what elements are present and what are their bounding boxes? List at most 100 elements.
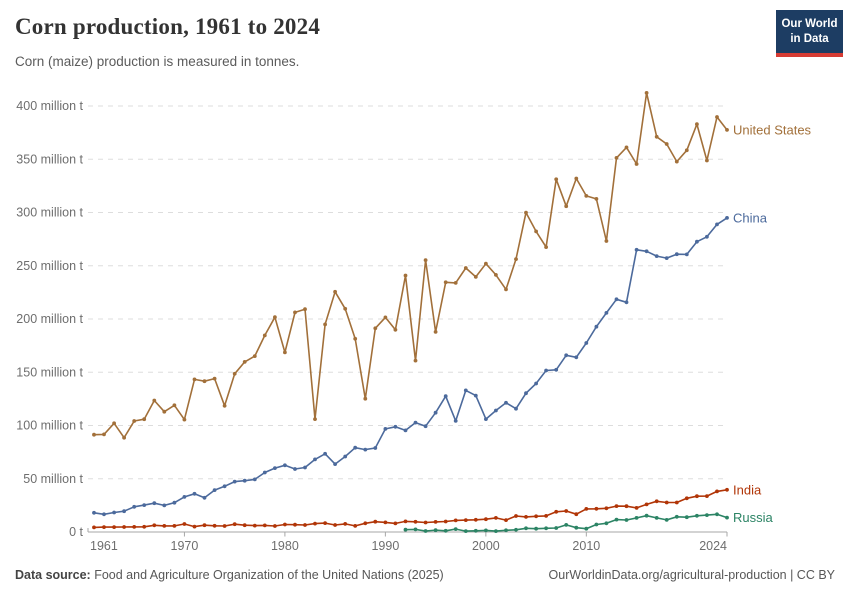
series-marker-china[interactable] — [574, 355, 579, 360]
series-marker-india[interactable] — [594, 506, 599, 511]
series-marker-china[interactable] — [494, 408, 498, 413]
series-marker-united-states[interactable] — [423, 258, 428, 262]
series-marker-china[interactable] — [684, 252, 689, 257]
series-marker-united-states[interactable] — [92, 432, 96, 437]
series-marker-china[interactable] — [383, 427, 388, 431]
owid-logo[interactable]: Our World in Data — [776, 10, 843, 57]
series-marker-russia[interactable] — [584, 526, 589, 531]
series-marker-china[interactable] — [584, 341, 589, 345]
series-marker-china[interactable] — [594, 324, 599, 329]
series-marker-united-states[interactable] — [152, 398, 157, 403]
series-marker-china[interactable] — [413, 420, 418, 425]
series-marker-china[interactable] — [403, 428, 408, 433]
series-marker-russia[interactable] — [544, 526, 548, 531]
series-marker-united-states[interactable] — [544, 245, 548, 250]
series-marker-china[interactable] — [624, 300, 629, 305]
series-marker-united-states[interactable] — [252, 354, 257, 358]
series-marker-united-states[interactable] — [584, 194, 589, 198]
series-marker-russia[interactable] — [504, 528, 508, 533]
series-marker-united-states[interactable] — [634, 162, 639, 166]
series-marker-china[interactable] — [715, 222, 719, 227]
series-marker-india[interactable] — [584, 507, 589, 511]
series-marker-united-states[interactable] — [654, 134, 659, 139]
series-marker-india[interactable] — [634, 506, 639, 510]
series-marker-united-states[interactable] — [142, 417, 147, 422]
series-marker-united-states[interactable] — [313, 417, 317, 421]
series-marker-india[interactable] — [252, 523, 257, 528]
series-marker-china[interactable] — [393, 424, 398, 429]
series-marker-india[interactable] — [102, 525, 106, 529]
series-line-united-states[interactable] — [93, 92, 728, 439]
series-marker-russia[interactable] — [443, 528, 448, 533]
series-marker-russia[interactable] — [634, 516, 639, 520]
series-marker-united-states[interactable] — [443, 280, 448, 285]
series-marker-united-states[interactable] — [212, 376, 217, 381]
series-marker-india[interactable] — [142, 524, 147, 529]
series-marker-russia[interactable] — [725, 515, 729, 520]
series-marker-india[interactable] — [172, 524, 177, 528]
series-marker-india[interactable] — [453, 518, 458, 523]
series-marker-india[interactable] — [273, 524, 277, 528]
series-marker-india[interactable] — [574, 512, 579, 517]
series-marker-china[interactable] — [674, 252, 679, 257]
series-marker-india[interactable] — [222, 524, 227, 528]
series-marker-india[interactable] — [293, 522, 297, 527]
series-marker-china[interactable] — [514, 406, 518, 411]
series-marker-united-states[interactable] — [393, 327, 398, 332]
series-marker-india[interactable] — [443, 519, 448, 524]
series-marker-china[interactable] — [242, 478, 247, 483]
series-marker-united-states[interactable] — [122, 435, 126, 440]
series-marker-india[interactable] — [132, 525, 137, 529]
series-marker-india[interactable] — [323, 521, 327, 525]
series-marker-united-states[interactable] — [614, 156, 619, 160]
series-marker-russia[interactable] — [423, 529, 428, 533]
series-line-china[interactable] — [93, 217, 728, 516]
series-marker-india[interactable] — [473, 517, 478, 522]
series-marker-china[interactable] — [644, 249, 649, 254]
series-marker-russia[interactable] — [433, 528, 438, 533]
series-marker-united-states[interactable] — [373, 326, 378, 331]
series-marker-india[interactable] — [504, 518, 508, 522]
series-marker-united-states[interactable] — [715, 115, 719, 119]
series-line-russia[interactable] — [404, 513, 728, 532]
series-marker-united-states[interactable] — [494, 273, 498, 277]
series-marker-india[interactable] — [494, 516, 498, 520]
series-marker-russia[interactable] — [484, 528, 488, 533]
series-marker-russia[interactable] — [463, 529, 468, 533]
series-marker-united-states[interactable] — [725, 128, 729, 132]
series-marker-russia[interactable] — [534, 526, 538, 531]
series-marker-united-states[interactable] — [333, 289, 337, 294]
series-marker-india[interactable] — [182, 522, 187, 526]
series-marker-china[interactable] — [232, 479, 237, 484]
series-marker-china[interactable] — [473, 393, 478, 398]
series-marker-united-states[interactable] — [303, 307, 307, 312]
series-marker-china[interactable] — [443, 394, 448, 399]
series-marker-china[interactable] — [353, 445, 358, 450]
series-marker-united-states[interactable] — [534, 229, 538, 234]
series-marker-russia[interactable] — [403, 527, 408, 532]
series-marker-russia[interactable] — [524, 526, 528, 531]
series-marker-india[interactable] — [524, 515, 528, 519]
series-marker-india[interactable] — [373, 519, 378, 524]
series-marker-india[interactable] — [283, 522, 287, 527]
series-marker-china[interactable] — [102, 512, 106, 517]
series-marker-united-states[interactable] — [353, 336, 358, 341]
series-marker-russia[interactable] — [514, 527, 518, 532]
series-marker-india[interactable] — [674, 500, 679, 505]
series-marker-china[interactable] — [303, 465, 307, 470]
series-marker-india[interactable] — [303, 523, 307, 527]
series-marker-russia[interactable] — [624, 518, 629, 522]
series-marker-china[interactable] — [363, 447, 368, 452]
series-marker-united-states[interactable] — [594, 197, 599, 201]
series-marker-china[interactable] — [262, 470, 267, 475]
series-marker-united-states[interactable] — [192, 377, 197, 382]
series-marker-india[interactable] — [664, 500, 669, 505]
series-marker-united-states[interactable] — [514, 257, 518, 261]
series-marker-united-states[interactable] — [283, 350, 287, 355]
series-marker-china[interactable] — [122, 509, 126, 514]
series-marker-russia[interactable] — [695, 513, 699, 518]
series-marker-russia[interactable] — [705, 513, 709, 517]
series-label-russia[interactable]: Russia — [733, 510, 774, 525]
series-marker-united-states[interactable] — [323, 322, 327, 327]
series-marker-india[interactable] — [604, 506, 609, 511]
